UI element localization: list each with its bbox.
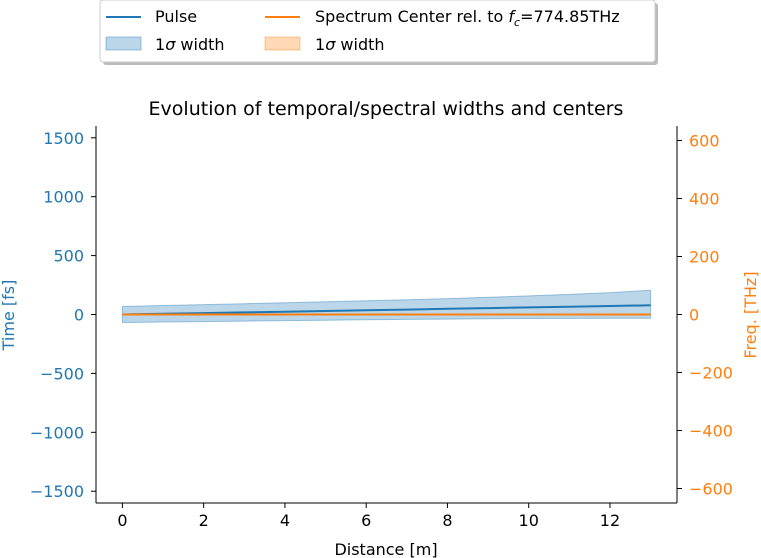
x-tick-label: 4 xyxy=(280,511,290,530)
pulse-center-line xyxy=(122,304,651,316)
x-tick-label: 10 xyxy=(519,511,539,530)
x-axis-label: Distance [m] xyxy=(334,540,437,558)
x-tick-label: 12 xyxy=(600,511,620,530)
y-right-tick-label: −400 xyxy=(689,422,733,441)
x-tick-label: 2 xyxy=(199,511,209,530)
x-tick-label: 8 xyxy=(442,511,452,530)
y-right-tick-label: 400 xyxy=(689,190,720,209)
legend-spectrum-label: Spectrum Center rel. to fc=774.85THz xyxy=(315,7,620,29)
axis-ticks: 0 2 4 6 8 10 12 −1500 −1000 −500 0 500 1000 1500 −600 −… xyxy=(30,129,733,530)
y-right-tick-label: −200 xyxy=(689,364,733,383)
y-right-tick-label: 600 xyxy=(689,132,720,151)
x-tick-label: 0 xyxy=(117,511,127,530)
legend-pulse-band xyxy=(105,36,142,51)
y-right-tick-label: 200 xyxy=(689,248,720,267)
y-right-tick-label: −600 xyxy=(689,480,733,499)
y-left-tick-label: 0 xyxy=(74,306,84,325)
chart-title: Evolution of temporal/spectral widths an… xyxy=(149,98,624,120)
legend: Pulse 1σ width Spectrum Center rel. to f… xyxy=(99,0,658,65)
y-left-tick-label: 1000 xyxy=(43,188,84,207)
y-axis-label-right: Freq. [THz] xyxy=(741,271,760,358)
legend-pulse-band-label: 1σ width xyxy=(155,35,225,54)
plot-area xyxy=(121,289,652,324)
legend-spectrum-band-label: 1σ width xyxy=(315,35,385,54)
y-right-tick-label: 0 xyxy=(689,306,699,325)
y-left-tick-label: 500 xyxy=(53,247,84,266)
legend-box xyxy=(99,0,656,63)
y-left-tick-label: −1000 xyxy=(30,423,84,442)
x-tick-label: 6 xyxy=(361,511,371,530)
y-left-tick-label: 1500 xyxy=(43,129,84,148)
y-axis-label-left: Time [fs] xyxy=(0,280,18,352)
legend-spectrum-band xyxy=(264,36,301,51)
y-left-tick-label: −500 xyxy=(40,364,84,383)
legend-pulse-label: Pulse xyxy=(155,7,197,26)
y-left-tick-label: −1500 xyxy=(30,482,84,501)
